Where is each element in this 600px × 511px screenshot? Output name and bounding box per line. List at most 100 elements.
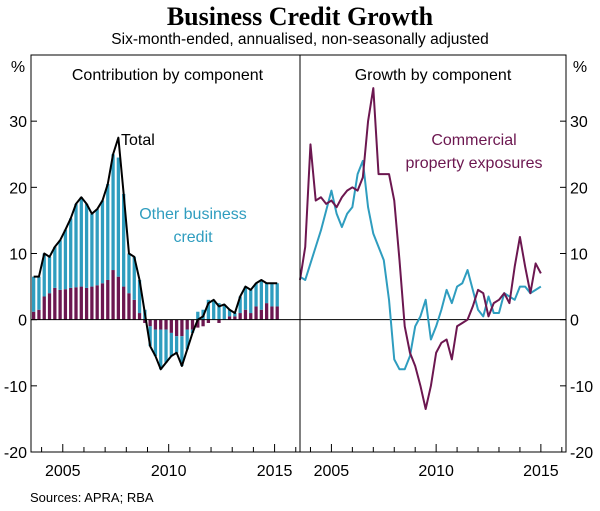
bar-other-business-credit <box>169 332 173 357</box>
y-tick-label: 30 <box>570 114 588 131</box>
bar-commercial-property <box>95 285 99 320</box>
bar-other-business-credit <box>254 283 258 307</box>
x-tick-label: 2010 <box>151 463 187 480</box>
left-panel-title: Contribution by component <box>72 67 264 84</box>
chart-title: Business Credit Growth <box>166 2 434 31</box>
bar-commercial-property <box>74 287 78 320</box>
sources-note: Sources: APRA; RBA <box>30 490 154 505</box>
left-y-tick-labels: -20 -10 0 10 20 30 <box>4 114 27 462</box>
bar-commercial-property <box>90 286 94 320</box>
bar-other-business-credit <box>132 256 136 300</box>
bar-other-business-credit <box>69 218 73 288</box>
bar-commercial-property <box>259 309 263 320</box>
bar-commercial-property <box>227 316 232 320</box>
bar-commercial-property <box>84 287 89 320</box>
bar-other-business-credit <box>265 283 269 304</box>
bar-commercial-property <box>116 276 121 320</box>
x-tick-label: 2015 <box>523 463 559 480</box>
x-tick-label: 2005 <box>45 463 81 480</box>
bar-other-business-credit <box>116 157 121 277</box>
x-tick-label: 2005 <box>314 463 350 480</box>
bar-other-business-credit <box>275 283 279 307</box>
right-y-unit: % <box>573 59 587 76</box>
bar-commercial-property <box>243 309 248 320</box>
bar-commercial-property <box>79 286 83 320</box>
bar-commercial-property <box>153 319 158 330</box>
bar-other-business-credit <box>148 326 152 347</box>
left-bars <box>32 154 279 370</box>
y-tick-label: 10 <box>9 247 27 264</box>
chart-subtitle: Six-month-ended, annualised, non-seasona… <box>111 31 489 48</box>
bar-other-business-credit <box>100 200 105 284</box>
y-tick-label: 0 <box>570 313 579 330</box>
bar-other-business-credit <box>111 154 115 271</box>
bar-commercial-property <box>217 319 221 323</box>
bar-other-business-credit <box>127 253 131 294</box>
annotation-commercial-line1: Commercial <box>431 132 516 149</box>
bar-commercial-property <box>275 306 279 320</box>
y-tick-label: -10 <box>4 379 27 396</box>
x-tick-label: 2010 <box>418 463 454 480</box>
bar-other-business-credit <box>84 203 89 288</box>
bar-commercial-property <box>238 313 242 320</box>
bar-commercial-property <box>37 309 41 320</box>
annotation-total: Total <box>121 132 155 149</box>
bar-commercial-property <box>270 306 274 320</box>
y-tick-label: 30 <box>9 114 27 131</box>
bar-other-business-credit <box>233 313 237 317</box>
bar-other-business-credit <box>58 240 62 290</box>
bar-commercial-property <box>174 319 179 337</box>
bar-other-business-credit <box>243 286 248 310</box>
x-tick-label: 2015 <box>257 463 293 480</box>
bar-commercial-property <box>143 319 147 323</box>
bar-other-business-credit <box>249 289 253 314</box>
left-y-unit: % <box>11 59 25 76</box>
bar-commercial-property <box>233 316 237 320</box>
total-line <box>33 136 278 371</box>
bar-commercial-property <box>206 319 211 323</box>
bar-commercial-property <box>63 289 68 320</box>
bar-commercial-property <box>106 279 110 320</box>
bar-commercial-property <box>148 319 152 327</box>
bar-commercial-property <box>47 293 52 320</box>
other-business-credit-line <box>299 159 542 371</box>
bar-other-business-credit <box>106 184 110 280</box>
bar-commercial-property <box>185 319 189 330</box>
bar-other-business-credit <box>32 276 36 312</box>
left-x-tick-labels: 2005 2010 2015 <box>45 463 293 480</box>
annotation-other-business-credit-line2: credit <box>173 229 213 246</box>
bar-commercial-property <box>32 311 36 320</box>
bar-commercial-property <box>249 313 253 320</box>
y-tick-label: -20 <box>570 445 593 462</box>
right-tick-marks <box>309 120 566 453</box>
annotation-commercial-line2: property exposures <box>406 155 543 172</box>
y-tick-label: -10 <box>570 379 593 396</box>
bar-other-business-credit <box>206 299 211 320</box>
bar-commercial-property <box>53 287 57 320</box>
bar-other-business-credit <box>174 336 179 353</box>
bar-other-business-credit <box>222 304 226 320</box>
bar-other-business-credit <box>217 303 221 320</box>
bar-commercial-property <box>122 286 126 320</box>
bar-other-business-credit <box>259 279 263 310</box>
bar-commercial-property <box>100 283 105 320</box>
bar-commercial-property <box>201 319 205 327</box>
bar-other-business-credit <box>79 197 83 287</box>
bar-other-business-credit <box>164 329 168 363</box>
y-tick-label: -20 <box>4 445 27 462</box>
y-tick-label: 0 <box>18 313 27 330</box>
right-panel: Growth by component % Commercial propert… <box>299 59 593 480</box>
y-tick-label: 20 <box>570 180 588 197</box>
plot-frame <box>30 54 567 453</box>
bar-other-business-credit <box>95 209 99 286</box>
commercial-property-line <box>299 87 542 410</box>
bar-commercial-property <box>180 319 184 337</box>
bar-other-business-credit <box>212 299 216 320</box>
annotation-other-business-credit-line1: Other business <box>139 206 247 223</box>
bar-commercial-property <box>254 306 258 320</box>
right-y-tick-labels: -20 -10 0 10 20 30 <box>570 114 593 462</box>
bar-other-business-credit <box>47 256 52 294</box>
left-tick-marks <box>31 120 297 453</box>
bar-commercial-property <box>164 319 168 330</box>
